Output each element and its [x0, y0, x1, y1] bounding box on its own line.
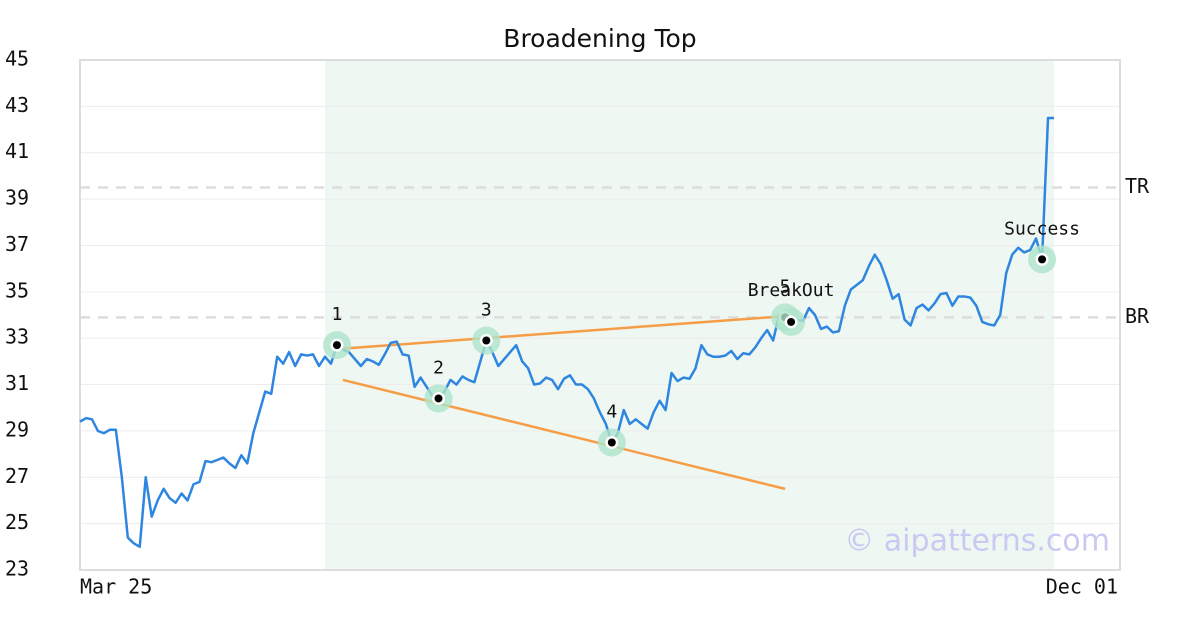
point-label: 5 [780, 276, 791, 297]
y-tick-label: 35 [5, 278, 29, 302]
y-tick-label: 23 [5, 557, 29, 581]
point-dot [787, 317, 796, 326]
point-dot [1038, 255, 1047, 264]
x-tick-label: Dec 01 [1046, 575, 1118, 599]
point-label: Success [1004, 218, 1080, 239]
pattern-region [324, 60, 1054, 570]
point-dot [482, 336, 491, 345]
point-dot [607, 438, 616, 447]
y-tick-label: 31 [5, 371, 29, 395]
y-tick-label: 39 [5, 186, 29, 210]
trendline [342, 314, 786, 350]
point-label: 1 [332, 304, 343, 325]
y-tick-label: 27 [5, 464, 29, 488]
level-label: TR [1125, 174, 1150, 198]
y-tick-label: 33 [5, 325, 29, 349]
y-tick-label: 29 [5, 417, 29, 441]
y-tick-label: 41 [5, 139, 29, 163]
point-label: 3 [481, 300, 492, 321]
y-tick-label: 43 [5, 93, 29, 117]
price-line [79, 116, 1054, 549]
plot-border [79, 59, 1121, 571]
x-tick-label: Mar 25 [80, 575, 152, 599]
y-tick-label: 45 [5, 47, 29, 71]
watermark: © aipatterns.com [844, 524, 1110, 559]
point-label: BreakOut [748, 280, 835, 301]
trendline [342, 378, 786, 491]
level-label: BR [1125, 304, 1150, 328]
point-dot [434, 394, 443, 403]
chart-title: Broadening Top [503, 24, 696, 53]
y-tick-label: 25 [5, 510, 29, 534]
y-tick-label: 37 [5, 232, 29, 256]
point-dot [332, 341, 341, 350]
point-label: 4 [606, 402, 617, 423]
point-label: 2 [433, 357, 444, 378]
